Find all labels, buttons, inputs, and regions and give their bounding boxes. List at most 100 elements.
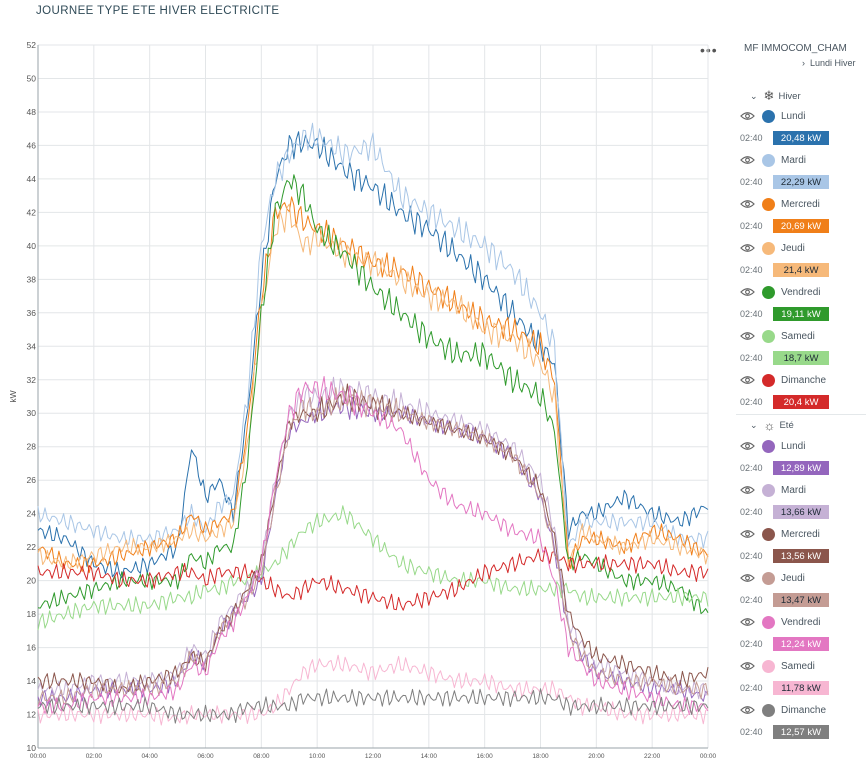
series-line <box>37 203 709 570</box>
eye-icon[interactable] <box>740 617 762 627</box>
series-color-dot <box>762 153 775 167</box>
legend-item[interactable]: Lundi <box>740 108 805 124</box>
eye-icon[interactable] <box>740 331 762 341</box>
x-tick-label: 06:00 <box>197 753 214 760</box>
x-tick-label: 14:00 <box>421 753 438 760</box>
x-tick-label: 20:00 <box>588 753 605 760</box>
series-color-dot <box>762 659 775 673</box>
legend-item[interactable]: Mercredi <box>740 526 820 542</box>
y-tick-label: 30 <box>27 408 37 418</box>
eye-icon[interactable] <box>740 485 762 495</box>
y-tick-label: 16 <box>27 643 37 653</box>
legend-item-label: Vendredi <box>781 286 821 298</box>
legend-item[interactable]: Dimanche <box>740 372 826 388</box>
legend-value-row: 02:40 12,57 kW <box>740 724 829 740</box>
legend-item[interactable]: Samedi <box>740 658 815 674</box>
legend-time: 02:40 <box>740 309 763 319</box>
legend-item-label: Lundi <box>781 440 806 452</box>
series-color-dot <box>762 439 775 453</box>
legend-value-row: 02:40 12,89 kW <box>740 460 829 476</box>
legend-time: 02:40 <box>740 727 763 737</box>
eye-icon[interactable] <box>740 111 762 121</box>
y-tick-label: 14 <box>27 676 37 686</box>
legend-item[interactable]: Jeudi <box>740 570 805 586</box>
eye-icon[interactable] <box>740 573 762 583</box>
y-tick-label: 36 <box>27 308 37 318</box>
series-line <box>37 122 709 549</box>
legend-item-label: Samedi <box>781 330 815 342</box>
y-tick-label: 46 <box>27 140 37 150</box>
legend-item-label: Dimanche <box>781 704 827 716</box>
legend-value-badge: 12,57 kW <box>773 725 829 739</box>
series-color-dot <box>762 571 775 585</box>
legend-item[interactable]: Vendredi <box>740 284 820 300</box>
series-color-dot <box>762 527 775 541</box>
y-tick-label: 50 <box>27 73 37 83</box>
legend-time: 02:40 <box>740 133 763 143</box>
series-line <box>37 688 709 724</box>
eye-icon[interactable] <box>740 375 762 385</box>
x-tick-label: 16:00 <box>477 753 494 760</box>
legend-value-badge: 11,78 kW <box>773 681 829 695</box>
legend-item[interactable]: Mardi <box>740 152 806 168</box>
series-line <box>37 174 709 615</box>
series-line <box>37 376 709 715</box>
eye-icon[interactable] <box>740 155 762 165</box>
legend-time: 02:40 <box>740 353 763 363</box>
legend-group-1[interactable]: ⌄ ☼ Eté <box>750 418 794 433</box>
legend-item-label: Jeudi <box>781 242 805 254</box>
series-color-dot <box>762 329 775 343</box>
series-color-dot <box>762 703 775 717</box>
legend-item[interactable]: Jeudi <box>740 240 805 256</box>
y-tick-label: 32 <box>27 375 37 385</box>
y-tick-label: 52 <box>27 40 37 50</box>
legend-item[interactable]: Dimanche <box>740 702 826 718</box>
series-color-dot <box>762 373 775 387</box>
legend-item[interactable]: Mardi <box>740 482 806 498</box>
eye-icon[interactable] <box>740 243 762 253</box>
y-tick-label: 10 <box>27 743 37 753</box>
legend-value-row: 02:40 20,48 kW <box>740 130 829 146</box>
legend-value-badge: 13,56 kW <box>773 549 829 563</box>
legend-item[interactable]: Samedi <box>740 328 815 344</box>
legend-value-row: 02:40 21,4 kW <box>740 262 829 278</box>
chevron-down-icon[interactable]: ⌄ <box>750 90 758 101</box>
legend-item-label: Lundi <box>781 110 806 122</box>
series-color-dot <box>762 241 775 255</box>
legend-time: 02:40 <box>740 265 763 275</box>
legend-item-label: Mercredi <box>781 528 820 540</box>
eye-icon[interactable] <box>740 199 762 209</box>
y-tick-label: 40 <box>27 241 37 251</box>
legend-group-0[interactable]: ⌄ ❄ Hiver <box>750 88 801 104</box>
y-tick-label: 18 <box>27 609 37 619</box>
breadcrumb[interactable]: › Lundi Hiver <box>802 58 856 68</box>
legend-item[interactable]: Mercredi <box>740 196 820 212</box>
eye-icon[interactable] <box>740 287 762 297</box>
legend-value-badge: 18,7 kW <box>773 351 829 365</box>
y-axis-label: kW <box>8 390 18 402</box>
eye-icon[interactable] <box>740 529 762 539</box>
x-tick-label: 12:00 <box>365 753 382 760</box>
legend-item-label: Mercredi <box>781 198 820 210</box>
series-color-dot <box>762 615 775 629</box>
eye-icon[interactable] <box>740 705 762 715</box>
series-line <box>37 654 709 726</box>
legend-item[interactable]: Vendredi <box>740 614 820 630</box>
legend-value-badge: 20,69 kW <box>773 219 829 233</box>
legend-value-row: 02:40 11,78 kW <box>740 680 829 696</box>
x-tick-label: 00:00 <box>700 753 717 760</box>
y-tick-label: 26 <box>27 475 37 485</box>
legend-item[interactable]: Lundi <box>740 438 805 454</box>
series-color-dot <box>762 109 775 123</box>
eye-icon[interactable] <box>740 441 762 451</box>
legend-value-row: 02:40 20,69 kW <box>740 218 829 234</box>
y-tick-label: 22 <box>27 542 37 552</box>
chevron-right-icon: › <box>802 58 805 68</box>
legend-time: 02:40 <box>740 595 763 605</box>
chevron-down-icon[interactable]: ⌄ <box>750 420 758 430</box>
eye-icon[interactable] <box>740 661 762 671</box>
x-tick-label: 18:00 <box>532 753 549 760</box>
series-line <box>37 386 709 707</box>
legend-value-row: 02:40 19,11 kW <box>740 306 829 322</box>
legend-item-label: Mardi <box>781 484 807 496</box>
